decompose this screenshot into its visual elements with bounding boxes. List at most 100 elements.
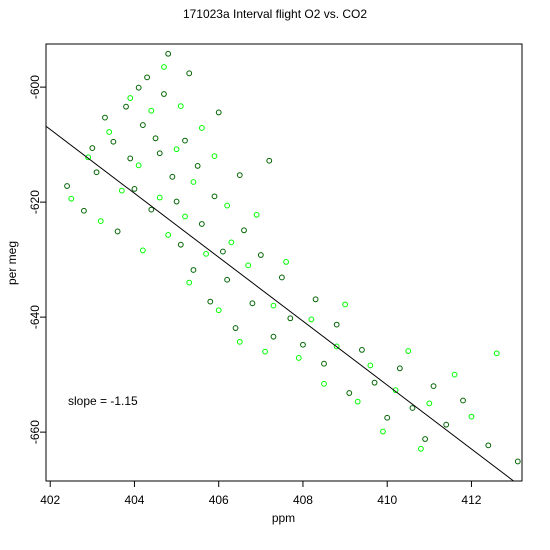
data-point [451, 371, 458, 378]
data-point [333, 321, 340, 328]
data-point [333, 343, 340, 350]
data-point [321, 360, 327, 367]
data-point [312, 296, 319, 303]
data-point [148, 107, 155, 114]
data-point [228, 239, 235, 246]
data-point [443, 421, 450, 428]
data-point [194, 163, 201, 169]
data-point [224, 276, 231, 283]
data-point [493, 350, 500, 357]
data-point [342, 301, 348, 308]
data-point [114, 228, 121, 235]
data-point [135, 162, 142, 169]
data-point [131, 186, 138, 192]
data-point [144, 74, 150, 81]
data-point [173, 146, 180, 153]
data-point [514, 458, 521, 465]
data-point [165, 232, 172, 238]
data-point [308, 316, 315, 323]
data-point [68, 195, 75, 202]
data-point [359, 347, 365, 353]
data-point [186, 279, 193, 286]
data-point [220, 248, 226, 255]
y-tick-label: -620 [28, 190, 42, 214]
data-point [118, 187, 125, 194]
data-point [203, 250, 209, 257]
data-point [139, 247, 146, 254]
y-tick-label: -600 [28, 75, 42, 99]
data-point [207, 298, 214, 305]
data-point [224, 202, 231, 209]
data-point [262, 348, 268, 355]
data-point [405, 348, 412, 354]
data-point [85, 154, 92, 161]
data-point [215, 307, 222, 314]
x-tick-label: 412 [461, 493, 481, 507]
data-point [106, 129, 113, 135]
data-point [190, 179, 197, 185]
data-point [165, 50, 172, 57]
data-point [123, 103, 129, 110]
data-point [287, 315, 294, 322]
data-point [300, 341, 306, 348]
regression-line [45, 125, 514, 482]
data-point [257, 252, 264, 258]
data-point [215, 109, 222, 116]
data-point [211, 153, 218, 160]
data-point [468, 413, 475, 420]
data-point [182, 213, 188, 220]
data-point [127, 155, 134, 162]
x-tick-label: 404 [124, 493, 144, 507]
data-point [460, 397, 466, 404]
data-point [198, 221, 205, 227]
points-layer [64, 50, 521, 465]
data-point [81, 207, 87, 214]
data-point [161, 91, 167, 97]
data-point [177, 103, 184, 109]
data-point [354, 398, 361, 405]
data-point [426, 400, 433, 407]
data-point [380, 428, 386, 435]
x-tick-label: 410 [377, 493, 397, 507]
data-point [139, 122, 146, 128]
x-axis-label: ppm [272, 511, 295, 525]
y-axis-label: per meg [5, 241, 19, 285]
plot-frame [45, 43, 523, 482]
data-point [102, 114, 108, 121]
data-point [156, 150, 163, 157]
data-point [396, 365, 403, 372]
data-point [367, 362, 374, 369]
data-point [295, 355, 302, 361]
data-point [177, 241, 184, 248]
data-point [384, 414, 391, 421]
data-point [270, 333, 277, 340]
data-point [182, 137, 188, 144]
data-point [249, 300, 256, 307]
data-point [169, 173, 176, 180]
data-point [422, 436, 429, 442]
data-point [135, 84, 142, 91]
data-point [198, 125, 205, 131]
data-point [110, 138, 117, 145]
slope-annotation: slope = -1.15 [68, 394, 138, 408]
data-point [127, 95, 134, 101]
data-point [64, 183, 70, 189]
data-point [418, 445, 424, 452]
x-tick-label: 402 [40, 493, 60, 507]
chart-title: 171023a Interval flight O2 vs. CO2 [183, 7, 367, 21]
data-point [236, 338, 243, 345]
data-point [278, 274, 285, 281]
data-point [321, 380, 327, 387]
data-point [283, 259, 290, 265]
data-point [266, 157, 273, 164]
data-point [156, 194, 163, 201]
data-point [89, 145, 96, 151]
data-point [186, 70, 193, 77]
x-tick-label: 408 [293, 493, 313, 507]
data-point [152, 135, 159, 142]
data-point [190, 267, 197, 273]
data-point [485, 442, 492, 449]
data-point [148, 206, 155, 213]
